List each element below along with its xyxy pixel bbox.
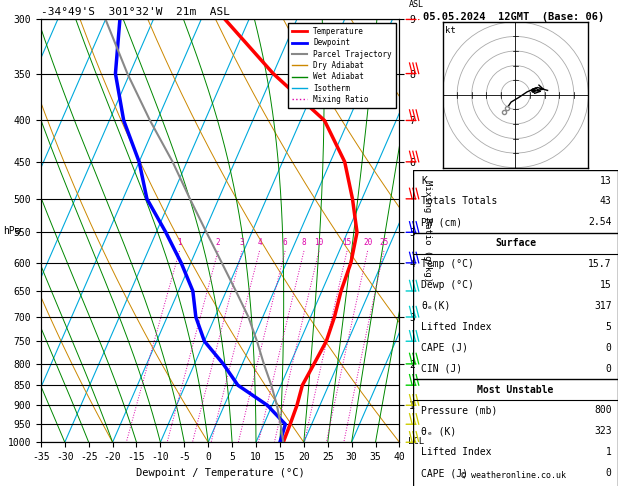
Text: 05.05.2024  12GMT  (Base: 06): 05.05.2024 12GMT (Base: 06) bbox=[423, 12, 604, 22]
Text: Pressure (mb): Pressure (mb) bbox=[421, 405, 498, 416]
Text: 13: 13 bbox=[600, 175, 611, 186]
Text: θₑ (K): θₑ (K) bbox=[421, 426, 457, 436]
Text: 6: 6 bbox=[283, 238, 287, 247]
Text: CIN (J): CIN (J) bbox=[421, 364, 462, 374]
X-axis label: Dewpoint / Temperature (°C): Dewpoint / Temperature (°C) bbox=[136, 468, 304, 478]
Text: 8: 8 bbox=[302, 238, 306, 247]
Text: 0: 0 bbox=[606, 343, 611, 353]
Text: 0: 0 bbox=[606, 364, 611, 374]
Text: kt: kt bbox=[445, 26, 456, 35]
Text: Lifted Index: Lifted Index bbox=[421, 322, 492, 332]
Text: 3: 3 bbox=[240, 238, 244, 247]
Text: 1: 1 bbox=[177, 238, 182, 247]
Text: CAPE (J): CAPE (J) bbox=[421, 468, 469, 478]
Text: hPa: hPa bbox=[4, 226, 21, 236]
Text: 20: 20 bbox=[363, 238, 372, 247]
Text: 800: 800 bbox=[594, 405, 611, 416]
Text: © weatheronline.co.uk: © weatheronline.co.uk bbox=[462, 471, 566, 480]
Text: CAPE (J): CAPE (J) bbox=[421, 343, 469, 353]
Text: 15: 15 bbox=[600, 280, 611, 290]
Text: 2: 2 bbox=[216, 238, 220, 247]
Text: Totals Totals: Totals Totals bbox=[421, 196, 498, 207]
Text: Most Unstable: Most Unstable bbox=[477, 384, 554, 395]
Text: 323: 323 bbox=[594, 426, 611, 436]
Text: 15.7: 15.7 bbox=[588, 259, 611, 269]
Text: -34°49'S  301°32'W  21m  ASL: -34°49'S 301°32'W 21m ASL bbox=[41, 7, 230, 17]
Text: K: K bbox=[421, 175, 427, 186]
Text: 4: 4 bbox=[257, 238, 262, 247]
Text: PW (cm): PW (cm) bbox=[421, 217, 462, 227]
Legend: Temperature, Dewpoint, Parcel Trajectory, Dry Adiabat, Wet Adiabat, Isotherm, Mi: Temperature, Dewpoint, Parcel Trajectory… bbox=[288, 23, 396, 107]
Text: 43: 43 bbox=[600, 196, 611, 207]
Text: Dewp (°C): Dewp (°C) bbox=[421, 280, 474, 290]
Text: 2.54: 2.54 bbox=[588, 217, 611, 227]
Text: 1: 1 bbox=[606, 447, 611, 457]
Text: 10: 10 bbox=[314, 238, 323, 247]
Text: Temp (°C): Temp (°C) bbox=[421, 259, 474, 269]
Text: 0: 0 bbox=[606, 468, 611, 478]
Text: 5: 5 bbox=[606, 322, 611, 332]
Y-axis label: Mixing Ratio (g/kg): Mixing Ratio (g/kg) bbox=[423, 180, 431, 282]
Text: 317: 317 bbox=[594, 301, 611, 311]
Text: Lifted Index: Lifted Index bbox=[421, 447, 492, 457]
Text: Surface: Surface bbox=[495, 238, 536, 248]
Text: km
ASL: km ASL bbox=[408, 0, 423, 9]
Text: θₑ(K): θₑ(K) bbox=[421, 301, 451, 311]
Text: LCL: LCL bbox=[408, 437, 425, 446]
Text: 15: 15 bbox=[342, 238, 352, 247]
Text: 25: 25 bbox=[379, 238, 389, 247]
